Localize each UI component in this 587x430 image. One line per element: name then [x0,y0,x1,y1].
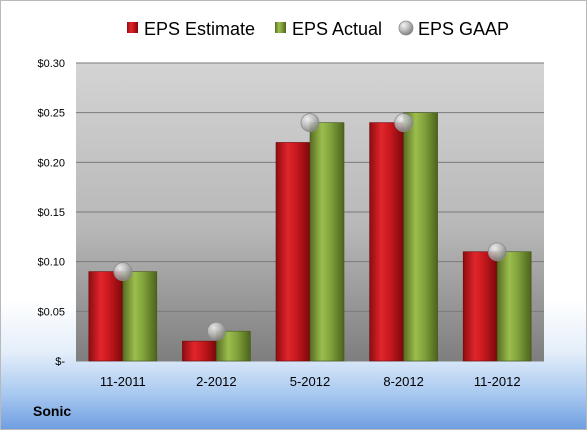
legend: EPS Estimate EPS Actual EPS GAAP [127,19,509,39]
y-tick-label: $0.25 [37,108,65,120]
y-tick-label: $0.15 [37,207,65,219]
legend-swatch-gaap [398,20,414,36]
legend-label-estimate: EPS Estimate [144,19,255,39]
x-axis: 11-2011 2-2012 5-2012 8-2012 11-2012 [100,374,521,389]
bar-eps-estimate [88,271,124,362]
gaap-markers [113,113,507,341]
x-tick-label: 11-2011 [100,374,146,389]
marker-eps-gaap [394,113,414,132]
bar-eps-actual [403,112,438,362]
x-tick-label: 8-2012 [383,374,423,389]
bar-eps-actual [309,122,345,362]
marker-eps-gaap [300,113,320,132]
legend-label-actual: EPS Actual [292,19,382,39]
y-tick-label: $0.10 [37,257,65,269]
marker-eps-gaap [487,242,507,262]
marker-eps-gaap [113,262,133,282]
bars [88,112,532,362]
y-tick-label: $0.30 [37,58,65,70]
y-tick-label: $- [55,356,65,368]
legend-swatch-estimate [127,22,138,33]
x-tick-label: 11-2012 [474,374,521,389]
bar-eps-estimate [182,340,217,362]
bar-eps-estimate [275,142,311,362]
marker-eps-gaap [206,321,226,341]
x-tick-label: 2-2012 [196,374,236,389]
company-name: Sonic [33,403,72,419]
x-tick-label: 5-2012 [290,374,330,389]
bar-eps-actual [496,251,532,362]
y-axis: $- $0.05 $0.10 $0.15 $0.20 $0.25 $0.30 [37,58,65,368]
y-tick-label: $0.20 [37,157,65,169]
bar-eps-estimate [369,122,404,362]
bar-eps-estimate [462,251,498,362]
bar-eps-actual [122,271,158,362]
legend-label-gaap: EPS GAAP [418,19,509,39]
y-tick-label: $0.05 [37,306,65,318]
legend-swatch-actual [275,22,286,33]
